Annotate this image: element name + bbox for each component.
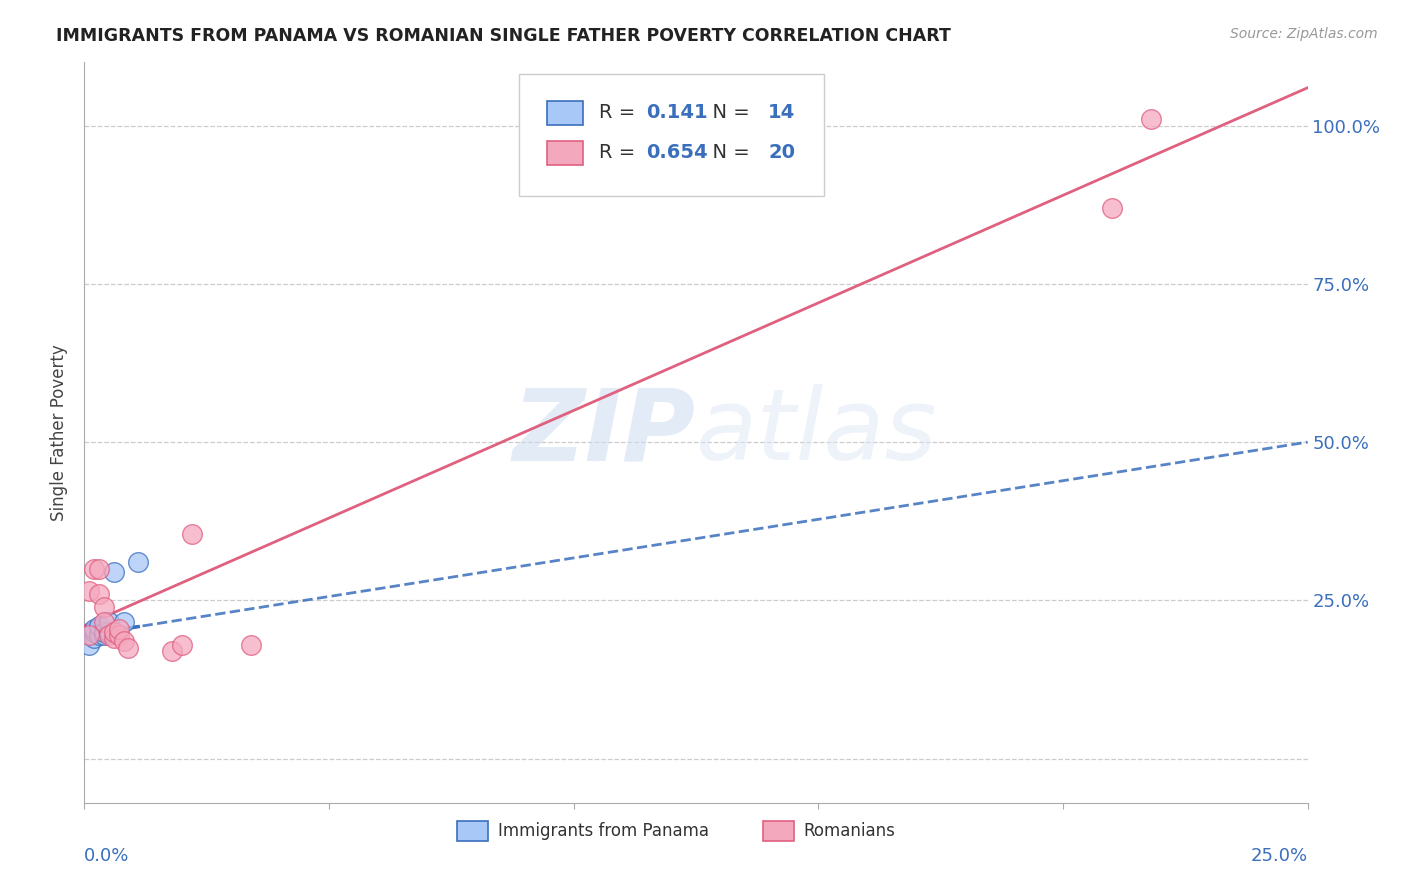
Point xyxy=(93,615,115,630)
Text: ZIP: ZIP xyxy=(513,384,696,481)
FancyBboxPatch shape xyxy=(457,821,488,841)
Point xyxy=(83,562,105,576)
FancyBboxPatch shape xyxy=(519,73,824,195)
Point xyxy=(107,622,129,636)
Point xyxy=(83,624,105,639)
Text: Immigrants from Panama: Immigrants from Panama xyxy=(498,822,709,840)
Text: 0.0%: 0.0% xyxy=(84,847,129,865)
Point xyxy=(77,628,100,642)
Point xyxy=(93,624,115,639)
FancyBboxPatch shape xyxy=(547,141,583,165)
Text: Romanians: Romanians xyxy=(804,822,896,840)
Text: 25.0%: 25.0% xyxy=(1250,847,1308,865)
Point xyxy=(1140,112,1163,127)
Point xyxy=(97,624,120,639)
Point xyxy=(77,583,100,598)
Text: IMMIGRANTS FROM PANAMA VS ROMANIAN SINGLE FATHER POVERTY CORRELATION CHART: IMMIGRANTS FROM PANAMA VS ROMANIAN SINGL… xyxy=(56,27,950,45)
Text: 14: 14 xyxy=(768,103,796,122)
Point xyxy=(239,638,262,652)
Point xyxy=(117,640,139,655)
Point xyxy=(162,644,184,658)
Text: 0.654: 0.654 xyxy=(645,144,707,162)
Point xyxy=(107,628,129,642)
Point xyxy=(93,599,115,614)
Point xyxy=(87,628,110,642)
Text: N =: N = xyxy=(700,103,755,122)
Point xyxy=(172,638,194,652)
Point xyxy=(93,628,115,642)
Point xyxy=(103,632,125,646)
Text: R =: R = xyxy=(599,103,641,122)
Point xyxy=(112,634,135,648)
Point xyxy=(97,615,120,630)
FancyBboxPatch shape xyxy=(763,821,794,841)
Point xyxy=(112,615,135,630)
Point xyxy=(181,527,204,541)
Point xyxy=(77,628,100,642)
Point xyxy=(77,638,100,652)
Text: 0.141: 0.141 xyxy=(645,103,707,122)
Point xyxy=(83,622,105,636)
Point xyxy=(103,565,125,579)
Text: N =: N = xyxy=(700,144,755,162)
Text: 20: 20 xyxy=(768,144,796,162)
Y-axis label: Single Father Poverty: Single Father Poverty xyxy=(51,344,69,521)
Point xyxy=(87,587,110,601)
Point xyxy=(83,632,105,646)
Text: R =: R = xyxy=(599,144,641,162)
Point xyxy=(87,562,110,576)
Point xyxy=(97,628,120,642)
FancyBboxPatch shape xyxy=(547,101,583,125)
Text: Source: ZipAtlas.com: Source: ZipAtlas.com xyxy=(1230,27,1378,41)
Point xyxy=(87,618,110,632)
Point xyxy=(127,555,149,569)
Text: atlas: atlas xyxy=(696,384,938,481)
Point xyxy=(103,624,125,639)
Point xyxy=(1101,201,1123,215)
